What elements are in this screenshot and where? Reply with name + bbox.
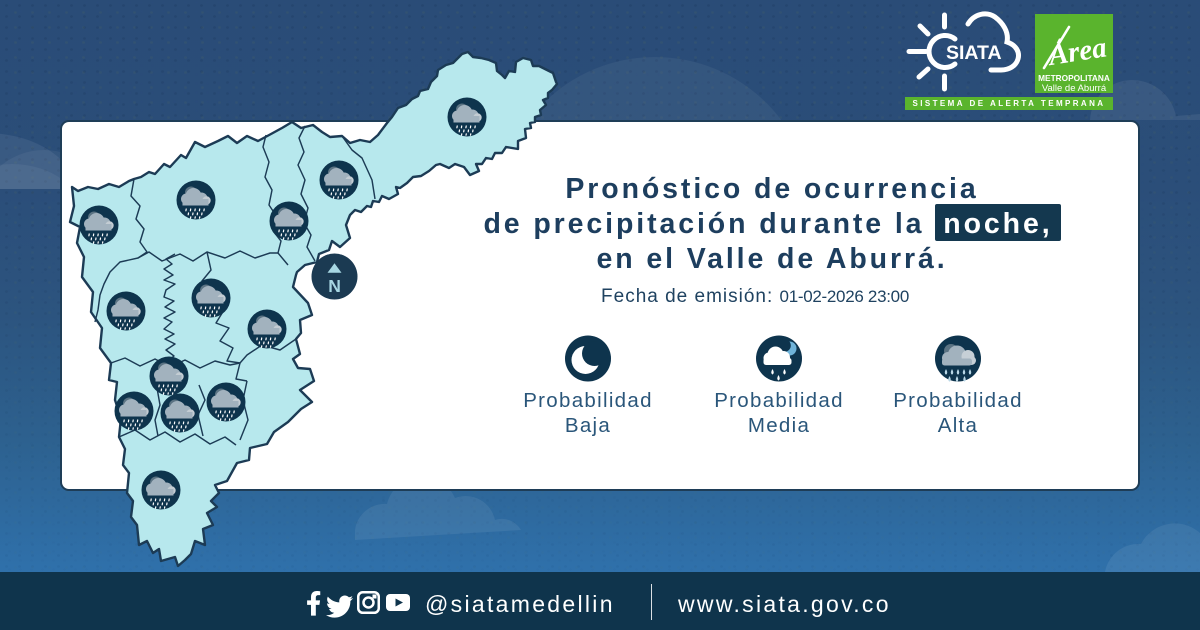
svg-text:N: N — [328, 276, 341, 296]
svg-text:SIATA: SIATA — [946, 42, 1002, 64]
svg-text:Valle de Aburrá: Valle de Aburrá — [1042, 83, 1107, 93]
svg-text:METROPOLITANA: METROPOLITANA — [1038, 73, 1110, 83]
